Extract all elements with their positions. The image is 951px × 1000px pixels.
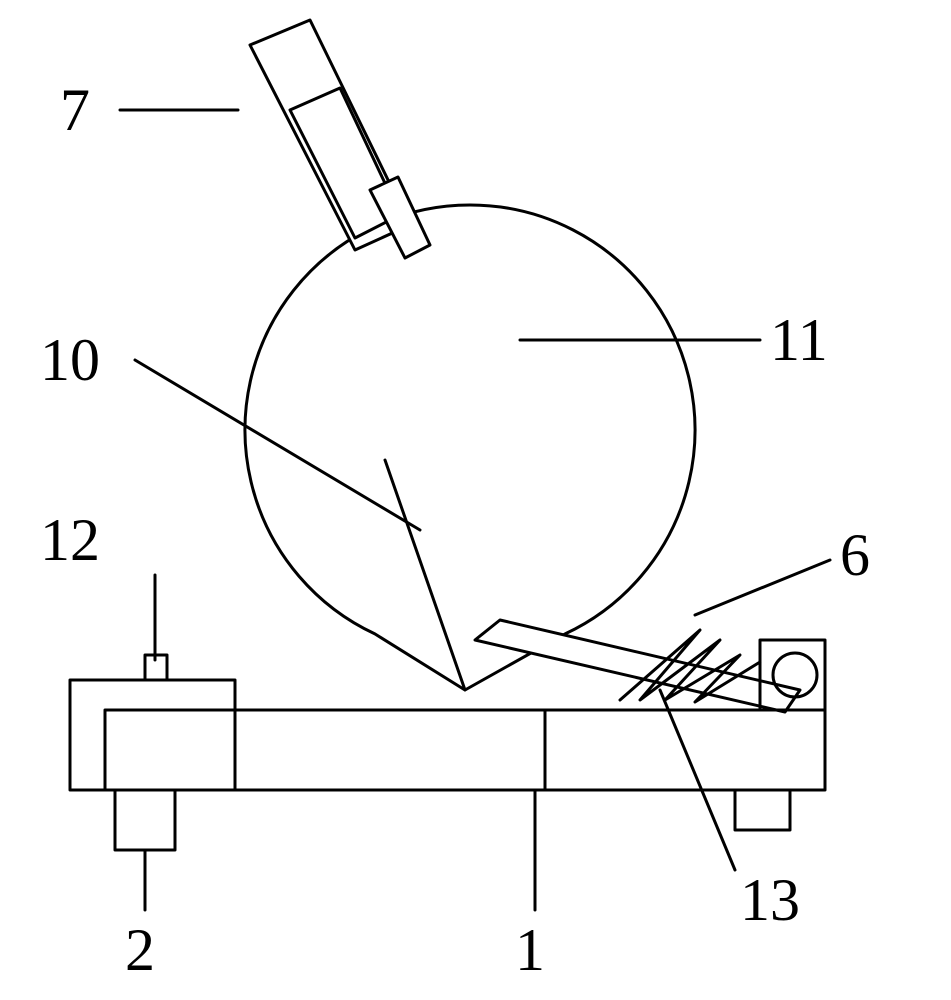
label-12: 12 bbox=[40, 507, 100, 573]
label-11: 11 bbox=[770, 307, 828, 373]
label-2: 2 bbox=[125, 917, 155, 983]
label-10: 10 bbox=[40, 327, 100, 393]
leader-13 bbox=[660, 690, 735, 870]
left-block bbox=[70, 680, 235, 790]
diagram: 710111261312 bbox=[0, 0, 951, 1000]
left-foot bbox=[115, 790, 175, 850]
leader-6 bbox=[695, 560, 830, 615]
label-6: 6 bbox=[840, 522, 870, 588]
label-13: 13 bbox=[740, 867, 800, 933]
guard-outline bbox=[245, 205, 695, 690]
label-1: 1 bbox=[515, 917, 545, 983]
base-deck bbox=[105, 710, 825, 790]
label-7: 7 bbox=[60, 77, 90, 143]
right-foot bbox=[735, 790, 790, 830]
